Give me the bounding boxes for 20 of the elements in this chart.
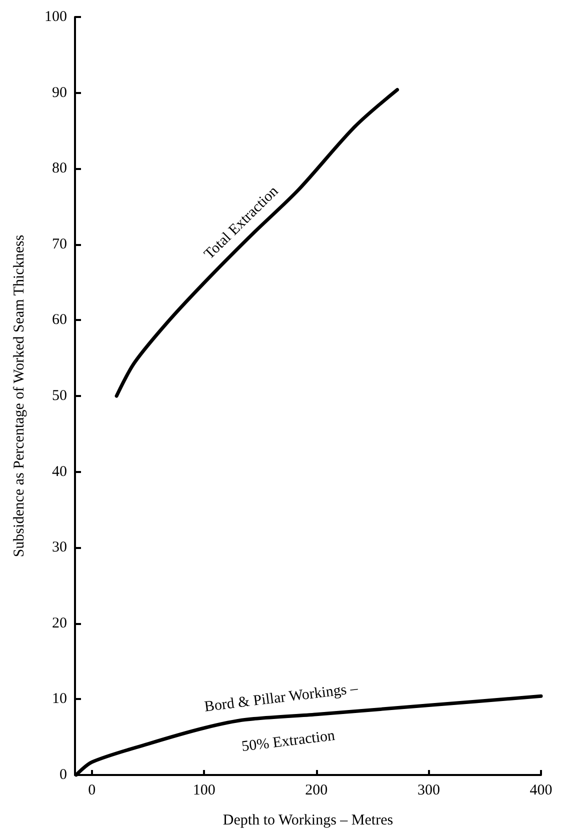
y-tick-label: 30 [52,540,67,556]
x-axis-title: Depth to Workings – Metres [222,812,394,828]
y-tick-label: 50 [52,388,67,404]
x-tick-label: 0 [88,782,96,798]
y-tick-label: 80 [52,160,67,177]
line-series [114,88,400,398]
y-tick-label: 60 [52,312,67,328]
y-tick-label: 10 [52,691,67,708]
x-tick-label: 300 [417,782,440,798]
y-tick-label: 0 [60,767,67,783]
text: Bord & Pillar Workings – 50% Extraction [204,680,362,756]
y-tick-label: 90 [52,84,67,101]
y-tick-label: 70 [52,236,67,252]
x-tick-label: 200 [305,782,328,798]
y-tick-label: 40 [52,464,67,480]
y-axis-title: Subsidence as Percentage of Worked Seam Thickness [12,234,28,558]
x-tick-label: 100 [192,782,216,798]
x-tick-label: 400 [530,782,552,798]
y-tick-label: 100 [44,9,67,25]
y-tick-label: 20 [52,615,67,632]
